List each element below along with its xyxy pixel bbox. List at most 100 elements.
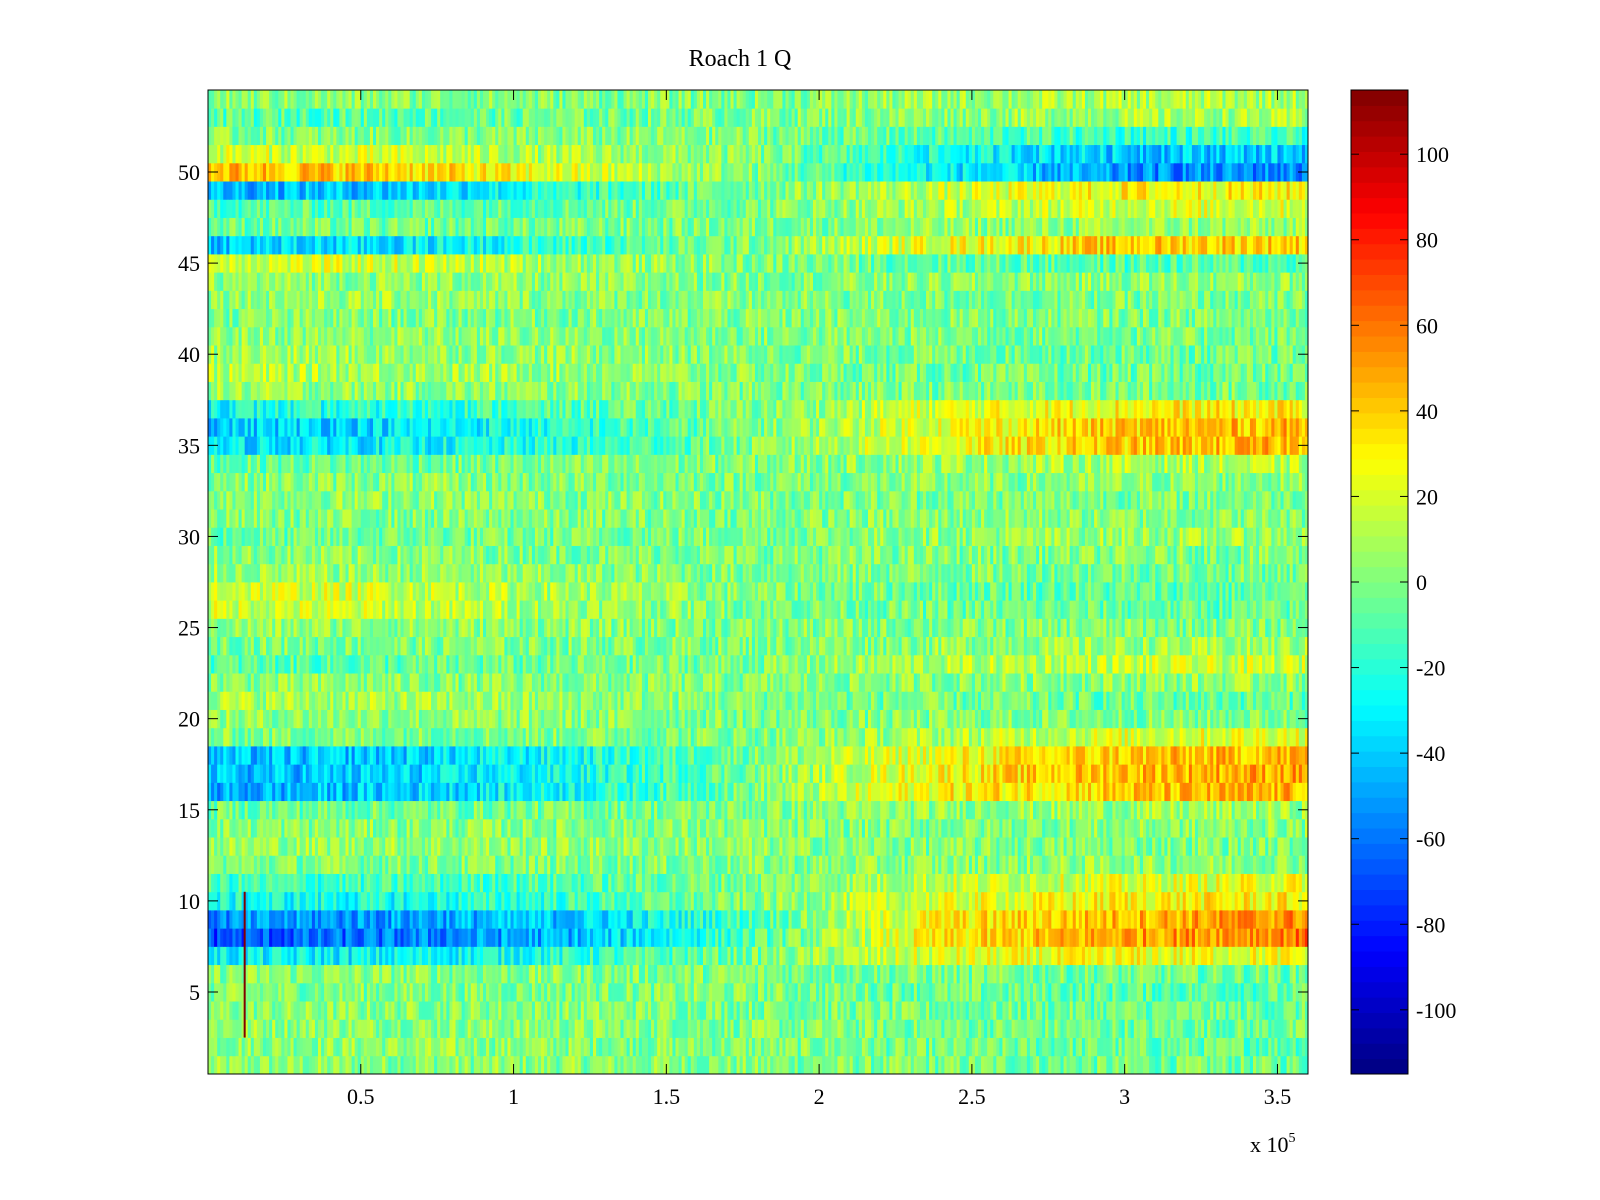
heatmap-cell — [473, 946, 478, 966]
heatmap-cell — [446, 1019, 450, 1038]
heatmap-cell — [1097, 873, 1101, 893]
heatmap-cell — [412, 982, 417, 1002]
heatmap-cell — [424, 1019, 429, 1038]
heatmap-cell — [666, 891, 670, 911]
heatmap-cell — [473, 1037, 478, 1057]
heatmap-cell — [635, 891, 640, 911]
heatmap-cell — [1179, 964, 1184, 984]
heatmap-cell — [327, 1037, 331, 1057]
heatmap-cell — [369, 1001, 374, 1020]
heatmap-cell — [1277, 964, 1281, 984]
heatmap-cell — [892, 873, 896, 893]
heatmap-cell — [849, 873, 854, 893]
heatmap-cell — [522, 964, 527, 984]
heatmap-cell — [687, 910, 692, 929]
heatmap-cell — [907, 928, 912, 947]
heatmap-cell — [895, 818, 899, 838]
heatmap-cell — [803, 891, 808, 911]
heatmap-cell — [379, 982, 383, 1002]
heatmap-cell — [272, 928, 276, 947]
heatmap-cell — [339, 818, 343, 838]
heatmap-cell — [1008, 855, 1013, 874]
heatmap-cell — [602, 1037, 606, 1057]
heatmap-cell — [1182, 1037, 1187, 1057]
heatmap-cell — [363, 1001, 368, 1020]
heatmap-cell — [834, 910, 838, 929]
heatmap-cell — [901, 1001, 906, 1020]
heatmap-cell — [736, 1019, 741, 1038]
heatmap-cell — [855, 946, 860, 966]
heatmap-cell — [1246, 837, 1251, 856]
heatmap-cell — [1277, 873, 1281, 893]
heatmap-cell — [739, 1001, 744, 1020]
heatmap-cell — [1008, 1037, 1013, 1057]
heatmap-cell — [889, 855, 893, 874]
heatmap-cell — [1298, 1037, 1303, 1057]
heatmap-cell — [366, 818, 371, 838]
heatmap-cell — [1253, 910, 1257, 929]
heatmap-cell — [1060, 928, 1064, 947]
heatmap-cell — [1243, 928, 1248, 947]
heatmap-cell — [840, 818, 844, 838]
heatmap-cell — [1228, 1037, 1233, 1057]
heatmap-cell — [1201, 1001, 1205, 1020]
heatmap-cell — [898, 946, 903, 966]
heatmap-cell — [455, 818, 459, 838]
heatmap-cell — [666, 1019, 670, 1038]
heatmap-cell — [678, 1019, 683, 1038]
heatmap-cell — [791, 982, 796, 1002]
heatmap-cell — [1173, 1019, 1178, 1038]
heatmap-cell — [1271, 910, 1275, 929]
heatmap-cell — [296, 891, 301, 911]
heatmap-cell — [373, 891, 377, 911]
heatmap-cell — [519, 964, 524, 984]
heatmap-cell — [314, 818, 319, 838]
heatmap-cell — [696, 873, 701, 893]
heatmap-cell — [424, 855, 429, 874]
heatmap-cell — [431, 891, 435, 911]
heatmap-cell — [351, 964, 356, 984]
heatmap-cell — [736, 837, 741, 856]
heatmap-cell — [709, 873, 713, 893]
heatmap-cell — [1002, 1037, 1006, 1057]
heatmap-cell — [874, 964, 878, 984]
heatmap-cell — [687, 1001, 692, 1020]
heatmap-cell — [1201, 837, 1205, 856]
heatmap-cell — [1170, 928, 1174, 947]
heatmap-cell — [990, 837, 994, 856]
heatmap-cell — [1191, 964, 1196, 984]
heatmap-cell — [403, 1001, 408, 1020]
heatmap-cell — [840, 1001, 844, 1020]
heatmap-cell — [467, 818, 472, 838]
heatmap-cell — [470, 1001, 475, 1020]
heatmap-cell — [794, 891, 799, 911]
heatmap-cell — [626, 928, 631, 947]
heatmap-cell — [534, 1019, 539, 1038]
heatmap-cell — [788, 837, 793, 856]
heatmap-cell — [366, 982, 371, 1002]
heatmap-cell — [1081, 1055, 1086, 1075]
heatmap-cell — [809, 1055, 814, 1075]
heatmap-cell — [437, 982, 441, 1002]
heatmap-cell — [1170, 964, 1174, 984]
heatmap-cell — [923, 928, 927, 947]
heatmap-cell — [473, 1001, 478, 1020]
heatmap-cell — [693, 982, 698, 1002]
heatmap-cell — [366, 837, 371, 856]
heatmap-cell — [1133, 855, 1138, 874]
heatmap-cell — [1155, 1055, 1159, 1075]
heatmap-cell — [742, 1037, 747, 1057]
heatmap-cell — [269, 1055, 273, 1075]
heatmap-cell — [617, 818, 621, 838]
heatmap-cell — [855, 964, 860, 984]
heatmap-cell — [434, 818, 438, 838]
heatmap-cell — [938, 818, 942, 838]
heatmap-cell — [626, 1019, 631, 1038]
heatmap-cell — [449, 928, 453, 947]
heatmap-cell — [852, 928, 857, 947]
heatmap-cell — [1121, 982, 1126, 1002]
heatmap-cell — [589, 891, 594, 911]
heatmap-cell — [898, 910, 903, 929]
heatmap-cell — [1167, 818, 1171, 838]
heatmap-cell — [1185, 891, 1190, 911]
